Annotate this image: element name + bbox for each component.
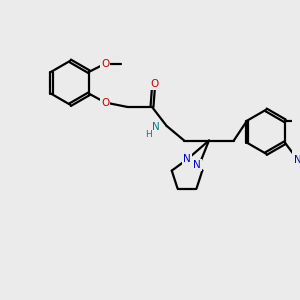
- Text: O: O: [101, 58, 109, 69]
- Text: H: H: [145, 130, 152, 139]
- Text: N: N: [194, 160, 201, 170]
- Text: N: N: [294, 155, 300, 165]
- Text: O: O: [101, 98, 109, 107]
- Text: O: O: [151, 80, 159, 89]
- Text: N: N: [152, 122, 160, 132]
- Text: N: N: [183, 154, 191, 164]
